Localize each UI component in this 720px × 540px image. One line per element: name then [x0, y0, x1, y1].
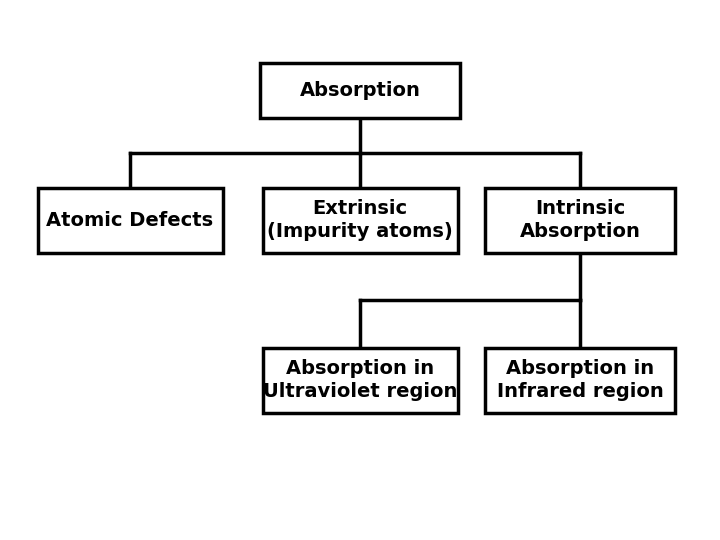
Bar: [37, 187, 222, 253]
Bar: [485, 187, 675, 253]
Bar: [260, 63, 460, 118]
Bar: [263, 187, 457, 253]
Text: Absorption in
Ultraviolet region: Absorption in Ultraviolet region: [263, 359, 457, 401]
Text: Intrinsic
Absorption: Intrinsic Absorption: [520, 199, 640, 241]
Text: Atomic Defects: Atomic Defects: [46, 211, 214, 229]
Text: Absorption in
Infrared region: Absorption in Infrared region: [497, 359, 663, 401]
Bar: [485, 348, 675, 413]
Text: Extrinsic
(Impurity atoms): Extrinsic (Impurity atoms): [267, 199, 453, 241]
Text: Absorption: Absorption: [300, 80, 420, 99]
Bar: [263, 348, 457, 413]
